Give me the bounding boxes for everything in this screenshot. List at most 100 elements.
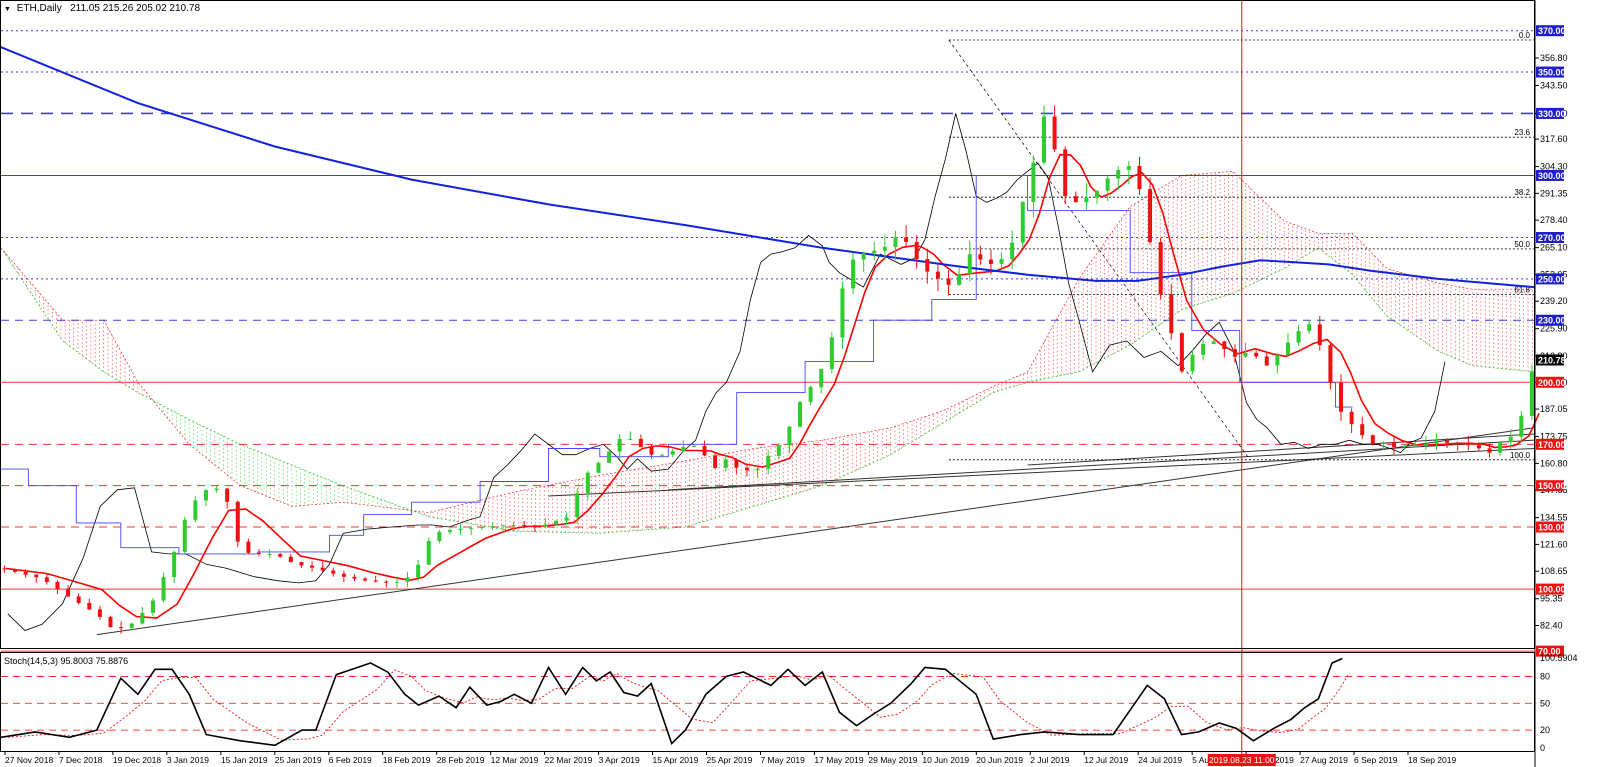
candle-body bbox=[352, 576, 357, 579]
candle-body bbox=[1402, 446, 1407, 448]
date-label: 18 Feb 2019 bbox=[383, 755, 431, 765]
price-tick-label: 187.05 bbox=[1540, 404, 1568, 414]
candle-body bbox=[988, 259, 993, 264]
stochastic-panel: 100.5904 80 50 20 0 bbox=[0, 652, 1578, 753]
trend-line bbox=[548, 447, 1535, 497]
candle bbox=[246, 538, 251, 555]
candle-body bbox=[447, 530, 452, 533]
candle bbox=[320, 561, 325, 573]
candle-body bbox=[1349, 411, 1354, 425]
candle bbox=[1508, 429, 1513, 449]
candle-body bbox=[660, 454, 665, 456]
level-price-tag bbox=[1536, 107, 1564, 119]
candle bbox=[1254, 348, 1259, 359]
candle-body bbox=[1254, 352, 1259, 357]
candle bbox=[543, 518, 548, 529]
stoch-label: Stoch(14,5,3) 95.8003 75.8876 bbox=[4, 656, 129, 666]
level-price-tag bbox=[1536, 438, 1564, 450]
candle bbox=[129, 622, 134, 631]
candle bbox=[55, 580, 60, 595]
candle-body bbox=[55, 582, 60, 590]
candle bbox=[1381, 441, 1386, 451]
candle-body bbox=[1328, 345, 1333, 383]
stoch-tick-label: 100.5904 bbox=[1540, 653, 1578, 663]
candle bbox=[76, 593, 81, 605]
stoch-tick-label: 20 bbox=[1540, 725, 1550, 735]
candle-body bbox=[946, 278, 951, 285]
candle bbox=[882, 234, 887, 261]
price-tick-label: 82.40 bbox=[1540, 620, 1563, 630]
candle bbox=[299, 561, 304, 569]
candle bbox=[44, 573, 49, 585]
candle-body bbox=[119, 627, 124, 629]
candle bbox=[840, 281, 845, 349]
horizontal-levels bbox=[1, 30, 1534, 652]
candle-body bbox=[320, 567, 325, 571]
date-label: 25 Jan 2019 bbox=[275, 755, 322, 765]
senkou-span-a bbox=[0, 247, 1535, 534]
candle bbox=[1105, 175, 1110, 201]
candle-body bbox=[575, 493, 580, 518]
candle bbox=[458, 524, 463, 536]
level-price-label: 130.00 bbox=[1538, 523, 1566, 533]
candle-body bbox=[458, 528, 463, 531]
candle bbox=[373, 575, 378, 583]
date-label: 7 Dec 2018 bbox=[59, 755, 103, 765]
level-price-label: 250.00 bbox=[1538, 274, 1566, 284]
date-label: 17 May 2019 bbox=[814, 755, 863, 765]
candle-body bbox=[1466, 444, 1471, 446]
candle-body bbox=[299, 562, 304, 566]
candle bbox=[2, 565, 7, 573]
candle-body bbox=[437, 532, 442, 542]
candle-body bbox=[203, 490, 208, 501]
candle bbox=[34, 574, 39, 583]
candle-body bbox=[766, 455, 771, 469]
candle-body bbox=[405, 577, 410, 582]
candle-body bbox=[691, 445, 696, 448]
candle bbox=[1339, 374, 1344, 421]
candle bbox=[1529, 365, 1534, 421]
candle bbox=[660, 454, 665, 458]
candle bbox=[161, 572, 166, 603]
candle-body bbox=[1169, 294, 1174, 334]
candle-body bbox=[522, 524, 527, 526]
fib-label: 61.8 bbox=[1514, 285, 1530, 294]
candle-body bbox=[257, 552, 262, 554]
symbol-label: ETH,Daily bbox=[16, 3, 62, 14]
crosshair-date-label: 2019.08.23 11:00 bbox=[1209, 755, 1275, 765]
candle bbox=[1095, 190, 1100, 204]
level-price-tag bbox=[1536, 273, 1564, 285]
candle bbox=[925, 248, 930, 284]
trend-lines bbox=[96, 427, 1535, 636]
candle-body bbox=[935, 271, 940, 279]
candle bbox=[1211, 337, 1216, 345]
candle-body bbox=[585, 472, 590, 494]
candle-body bbox=[829, 337, 834, 370]
price-tick-label: 239.20 bbox=[1540, 296, 1568, 306]
candle bbox=[447, 528, 452, 535]
candle bbox=[1413, 441, 1418, 448]
level-price-label: 150.00 bbox=[1538, 481, 1566, 491]
candle bbox=[1073, 191, 1078, 203]
candle-body bbox=[617, 438, 622, 452]
candle-body bbox=[1010, 242, 1015, 260]
candle bbox=[172, 550, 177, 584]
candle bbox=[967, 241, 972, 282]
collapse-arrow-icon[interactable]: ▼ bbox=[4, 6, 11, 13]
candle-body bbox=[511, 524, 516, 526]
level-price-tag bbox=[1536, 25, 1564, 37]
candle bbox=[564, 512, 569, 526]
candle-body bbox=[225, 488, 230, 502]
candle bbox=[66, 585, 71, 597]
candle-body bbox=[1031, 162, 1036, 202]
level-price-tag bbox=[1536, 480, 1564, 492]
candle-body bbox=[1317, 324, 1322, 346]
candle bbox=[755, 465, 760, 478]
candle-body bbox=[925, 259, 930, 272]
candle bbox=[150, 597, 155, 617]
candle bbox=[617, 434, 622, 460]
price-tick-label: 304.30 bbox=[1540, 162, 1568, 172]
candle-body bbox=[554, 520, 559, 525]
candle bbox=[384, 580, 389, 588]
